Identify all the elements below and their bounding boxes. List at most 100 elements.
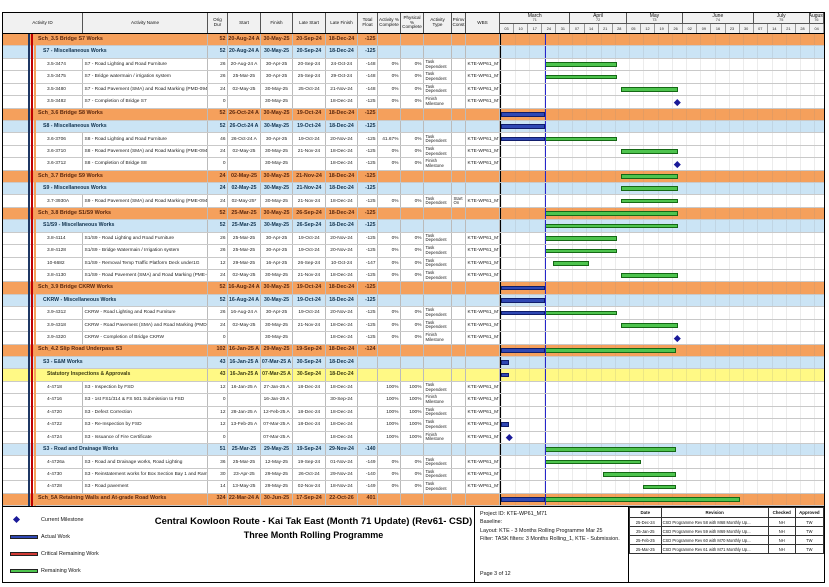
cell-ap: [378, 108, 401, 120]
cell-tf: -148: [358, 71, 378, 83]
cell-ls: 19-Oct-24: [293, 307, 326, 319]
cell-pp: [401, 207, 424, 220]
gantt-bar-remaining: [545, 236, 618, 241]
cell-tf: -149: [358, 456, 378, 468]
cell-ap: 100%: [378, 406, 401, 419]
table-row: 3.9-4318 CKRW - Road Pavement (SMA) and R…: [3, 319, 824, 333]
cell-pp: [401, 46, 424, 58]
gantt-bar-actual: [501, 422, 510, 428]
cell-f: 30-May-25: [261, 46, 293, 58]
cell-s: 28-Jan-25 A: [228, 406, 261, 419]
gantt-cell: [500, 456, 824, 468]
cell-wbs: KTE-WP61_M71-C: [466, 431, 500, 443]
revision-cell: 25-Jan-25: [629, 526, 662, 536]
cell-tf: -125: [358, 108, 378, 120]
cell-ls: 26-Oct-24: [293, 468, 326, 481]
cell-ty: Task Dependent: [424, 257, 452, 270]
cell-ls: 19-Oct-24: [293, 245, 326, 257]
cell-wbs: KTE-WP61_M71-C: [466, 195, 500, 207]
revision-cell: NH: [767, 544, 796, 554]
cell-pp: 0%: [401, 83, 424, 96]
cell-d: 0: [208, 332, 228, 344]
cell-f: 07-Mar-25 A: [261, 419, 293, 431]
cell-pc: [452, 270, 466, 282]
milestone-icon: [674, 334, 681, 342]
cell-tf: [358, 369, 378, 381]
remaining-bar-icon: [10, 569, 38, 574]
cell-s: 02-May-25*: [228, 195, 261, 207]
cell-f: 30-Apr-25: [261, 245, 293, 257]
column-header-tf: Total Float: [358, 13, 378, 33]
cell-tf: -125: [358, 158, 378, 170]
gantt-cell: [500, 170, 824, 183]
cell-ls: 21-Nov-24: [293, 183, 326, 195]
cell-tf: -148: [358, 83, 378, 96]
cell-s: [228, 332, 261, 344]
cell-f: 30-Jun-25: [261, 493, 293, 506]
table-row: Sch_3.5 Bridge S7 Works 52 20-Aug-24 A 30-M…: [3, 34, 824, 47]
cell-ls: [293, 96, 326, 108]
gantt-cell: [500, 120, 824, 133]
table-row: 3.5-3474 S7 - Road Lighting and Road Furn…: [3, 58, 824, 72]
group-label: S9 - Miscellaneous Works: [3, 183, 208, 195]
week-tick-label: 17: [528, 24, 543, 33]
cell-ty: [424, 183, 452, 195]
cell-d: 26: [208, 307, 228, 319]
cell-f: 30-May-25: [261, 282, 293, 294]
cell-name: S1/S9 - Removal Temp Traffic Platform De…: [83, 257, 208, 270]
table-row: S9 - Miscellaneous Works 24 02-May-25 30-Ma…: [3, 183, 824, 196]
gantt-bar-actual: [501, 111, 546, 117]
cell-id: 4-4726a: [3, 456, 83, 468]
cell-pp: 0%: [401, 71, 424, 83]
cell-tf: -125: [358, 282, 378, 294]
cell-tf: [358, 394, 378, 406]
gantt-cell: [500, 46, 824, 58]
hierarchy-band-stripe: [28, 34, 30, 506]
month-number: 71: [532, 17, 537, 22]
data-date-line: [545, 270, 547, 282]
table-row: S7 - Miscellaneous Works 52 20-Aug-24 A 30-…: [3, 46, 824, 59]
cell-wbs: [466, 34, 500, 46]
cell-lf: 18-Dec-24: [326, 170, 358, 183]
cell-pc: [452, 443, 466, 456]
cell-lf: 18-Dec-24: [326, 356, 358, 369]
cell-d: 52: [208, 294, 228, 307]
gantt-bar-remaining: [621, 323, 678, 328]
cell-f: 30-May-25: [261, 96, 293, 108]
data-date-line: [545, 257, 547, 270]
gantt-bar-actual: [501, 360, 510, 365]
cell-ls: 19-Oct-24: [293, 282, 326, 294]
gantt-bar-remaining: [545, 136, 618, 142]
cell-s: 25-Mar-25: [228, 207, 261, 220]
gantt-bar-remaining: [545, 459, 642, 465]
cell-name: S3 - Reinstatement works for Box Section…: [83, 468, 208, 481]
cell-name: S9 - Road Pavement (SMA) and Road Markin…: [83, 195, 208, 207]
gantt-cell: [500, 108, 824, 120]
gantt-cell: [500, 96, 824, 108]
gantt-cell: [500, 270, 824, 282]
cell-id: 4-4716: [3, 394, 83, 406]
cell-ap: 41.67%: [378, 133, 401, 145]
cell-wbs: [466, 344, 500, 356]
week-tick-label: 21: [599, 24, 613, 33]
footer-band: Current Milestone Actual Work Critical Rem…: [3, 506, 825, 582]
legend-label: Remaining Work: [41, 568, 81, 575]
cell-tf: -125: [358, 34, 378, 46]
week-tick-label: 03: [500, 24, 515, 33]
cell-tf: -125: [358, 307, 378, 319]
gantt-bar-remaining: [545, 74, 618, 80]
month-label: May: [649, 13, 660, 19]
cell-ty: [424, 220, 452, 232]
column-header-id: Activity ID: [3, 13, 83, 33]
report-title-line2: Three Month Rolling Programme: [243, 530, 384, 540]
gantt-cell: [500, 34, 824, 46]
data-date-line: [545, 120, 547, 133]
cell-ap: [378, 294, 401, 307]
data-date-line: [545, 232, 547, 245]
cell-d: 26: [208, 232, 228, 245]
cell-d: 0: [208, 394, 228, 406]
cell-d: 24: [208, 170, 228, 183]
cell-pc: [452, 71, 466, 83]
cell-ls: 18-Dec-24: [293, 419, 326, 431]
week-tick-label: 31: [556, 24, 571, 33]
